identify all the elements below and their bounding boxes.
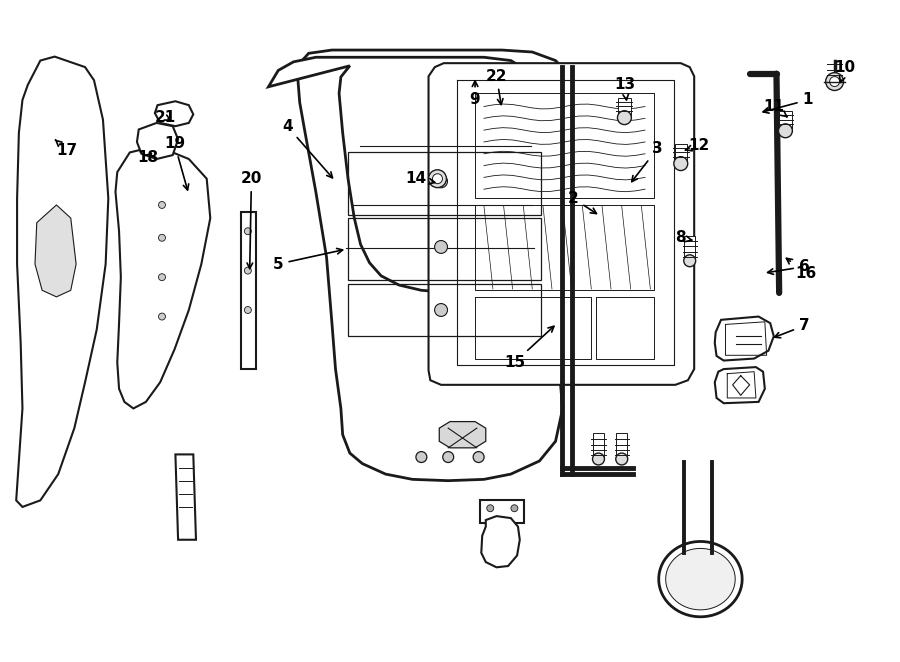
- Text: 9: 9: [470, 81, 481, 107]
- Polygon shape: [715, 316, 774, 361]
- Text: 1: 1: [763, 93, 813, 113]
- Circle shape: [158, 234, 166, 241]
- Circle shape: [435, 175, 447, 188]
- Polygon shape: [240, 212, 256, 369]
- Text: 19: 19: [164, 136, 189, 190]
- Polygon shape: [666, 548, 735, 610]
- Polygon shape: [35, 205, 76, 297]
- Polygon shape: [593, 433, 604, 459]
- Circle shape: [245, 228, 251, 235]
- Circle shape: [830, 77, 840, 87]
- Circle shape: [416, 451, 427, 463]
- Polygon shape: [684, 236, 695, 261]
- Circle shape: [158, 201, 166, 209]
- Circle shape: [158, 313, 166, 320]
- Polygon shape: [268, 57, 537, 292]
- Circle shape: [674, 157, 688, 171]
- Polygon shape: [137, 123, 178, 159]
- Polygon shape: [16, 57, 108, 507]
- Circle shape: [443, 451, 454, 463]
- Polygon shape: [616, 433, 627, 459]
- Text: 3: 3: [632, 141, 662, 181]
- Polygon shape: [155, 101, 194, 126]
- Circle shape: [825, 73, 843, 91]
- Text: 22: 22: [486, 69, 508, 105]
- Polygon shape: [715, 367, 765, 403]
- Text: 7: 7: [775, 318, 809, 338]
- Polygon shape: [618, 98, 631, 118]
- Text: 13: 13: [614, 77, 635, 100]
- Circle shape: [245, 267, 251, 274]
- Text: 17: 17: [56, 140, 77, 158]
- Text: 2: 2: [568, 191, 597, 214]
- Circle shape: [433, 173, 443, 183]
- Circle shape: [435, 304, 447, 316]
- Polygon shape: [176, 454, 196, 540]
- Circle shape: [684, 255, 696, 267]
- Circle shape: [158, 273, 166, 281]
- Text: 14: 14: [405, 171, 435, 186]
- Polygon shape: [115, 146, 211, 408]
- Circle shape: [428, 169, 446, 187]
- Circle shape: [592, 453, 605, 465]
- Polygon shape: [482, 516, 520, 567]
- Polygon shape: [674, 144, 687, 164]
- Polygon shape: [659, 542, 742, 617]
- Circle shape: [617, 111, 632, 124]
- Polygon shape: [439, 422, 486, 448]
- Text: 11: 11: [763, 99, 788, 117]
- Text: 4: 4: [282, 118, 332, 178]
- Text: 21: 21: [155, 110, 176, 125]
- Text: 6: 6: [768, 259, 810, 274]
- Circle shape: [511, 504, 517, 512]
- Circle shape: [778, 124, 792, 138]
- Text: 5: 5: [273, 248, 343, 271]
- Circle shape: [245, 307, 251, 314]
- Circle shape: [487, 504, 494, 512]
- Circle shape: [616, 453, 627, 465]
- Text: 10: 10: [835, 60, 856, 82]
- Circle shape: [473, 451, 484, 463]
- Polygon shape: [298, 50, 572, 481]
- Text: 18: 18: [137, 150, 158, 165]
- Text: 20: 20: [240, 171, 262, 269]
- Text: 15: 15: [504, 326, 554, 370]
- Text: 12: 12: [685, 138, 709, 154]
- Circle shape: [435, 240, 447, 254]
- Polygon shape: [779, 111, 792, 131]
- Text: 16: 16: [787, 258, 816, 281]
- Text: 8: 8: [676, 230, 692, 246]
- Polygon shape: [428, 63, 694, 385]
- Polygon shape: [480, 500, 524, 523]
